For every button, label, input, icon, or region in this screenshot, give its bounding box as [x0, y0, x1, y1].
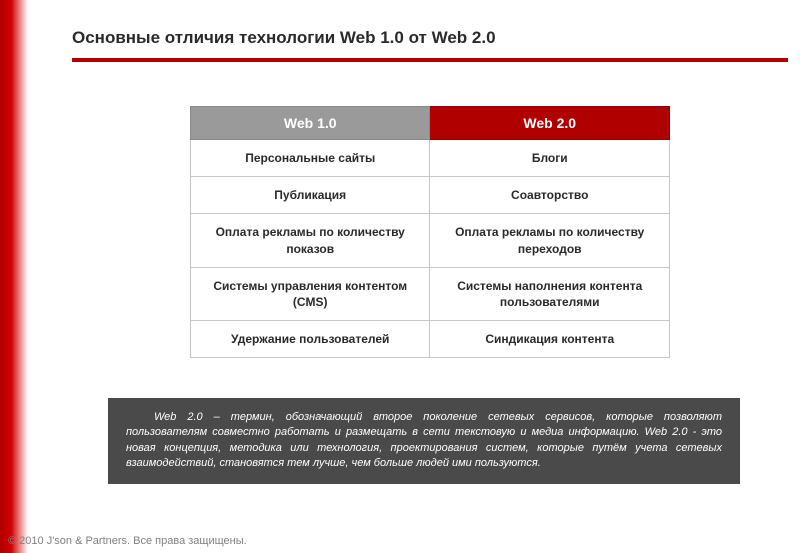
table-cell: Соавторство — [430, 177, 670, 214]
table-cell: Оплата рекламы по количеству переходов — [430, 214, 670, 267]
table-row: Персональные сайты Блоги — [191, 140, 670, 177]
table-cell: Удержание пользователей — [191, 321, 430, 358]
title-underline — [72, 58, 788, 62]
page-title: Основные отличия технологии Web 1.0 от W… — [72, 28, 788, 48]
table-header-web1: Web 1.0 — [191, 107, 430, 140]
table-row: Публикация Соавторство — [191, 177, 670, 214]
table-body: Персональные сайты Блоги Публикация Соав… — [191, 140, 670, 358]
table-header-web2: Web 2.0 — [430, 107, 670, 140]
comparison-table: Web 1.0 Web 2.0 Персональные сайты Блоги… — [190, 106, 670, 358]
comparison-table-wrap: Web 1.0 Web 2.0 Персональные сайты Блоги… — [72, 106, 788, 358]
quote-text: Web 2.0 – термин, обозначающий второе по… — [126, 411, 722, 469]
table-cell: Синдикация контента — [430, 321, 670, 358]
table-cell: Публикация — [191, 177, 430, 214]
table-row: Системы управления контентом (CMS) Систе… — [191, 267, 670, 320]
table-row: Удержание пользователей Синдикация конте… — [191, 321, 670, 358]
left-gradient-bar — [0, 0, 28, 553]
table-cell: Персональные сайты — [191, 140, 430, 177]
definition-quote: Web 2.0 – термин, обозначающий второе по… — [108, 398, 740, 484]
footer-copyright: © 2010 J'son & Partners. Все права защищ… — [8, 535, 247, 547]
table-cell: Блоги — [430, 140, 670, 177]
table-cell: Системы наполнения контента пользователя… — [430, 267, 670, 320]
main-content: Основные отличия технологии Web 1.0 от W… — [72, 28, 788, 358]
table-row: Оплата рекламы по количеству показов Опл… — [191, 214, 670, 267]
table-cell: Системы управления контентом (CMS) — [191, 267, 430, 320]
table-cell: Оплата рекламы по количеству показов — [191, 214, 430, 267]
